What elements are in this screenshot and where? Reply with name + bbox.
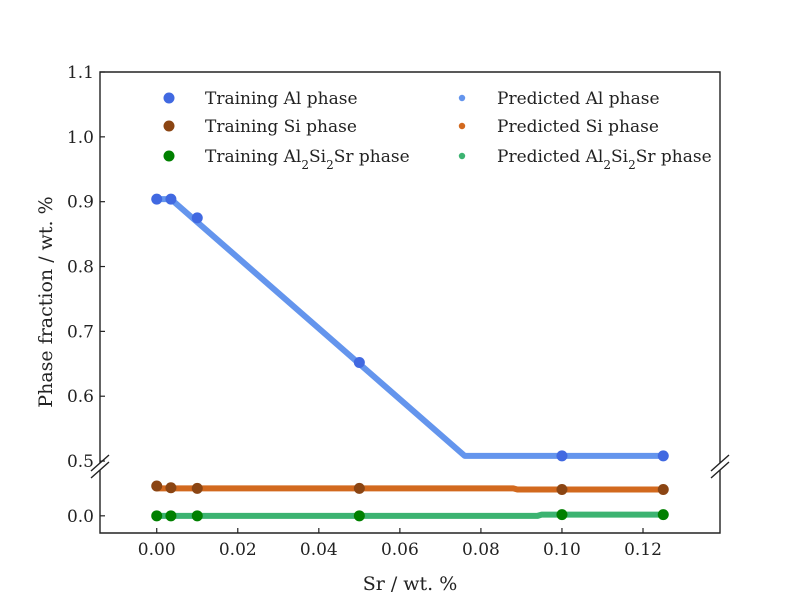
- predicted-series-line: [153, 511, 667, 519]
- y-tick-label: 1.1: [67, 63, 94, 83]
- axis-break-mark: [90, 454, 110, 472]
- bottom-panel-frame: [99, 470, 721, 534]
- x-tick-label: 0.00: [138, 540, 176, 560]
- axes: 0.00 0.02 0.04 0.06 0.08 0.10 0.12 0.5 0.6 0.7 0.8…: [67, 63, 730, 560]
- legend-label: Predicted Al2Si2Sr phase: [497, 147, 712, 172]
- legend: Training Al phase Training Si phase Traini…: [163, 89, 712, 172]
- training-point: [191, 482, 203, 494]
- training-point: [657, 483, 669, 495]
- x-tick-label: 0.12: [624, 540, 662, 560]
- y-tick-label: 0.9: [67, 193, 94, 213]
- legend-label: Training Si phase: [205, 117, 357, 137]
- predicted-series-line: [153, 485, 667, 493]
- training-point: [165, 510, 177, 522]
- x-axis-label: Sr / wt. %: [363, 573, 458, 595]
- y-tick-label: 0.8: [67, 258, 94, 278]
- training-point: [353, 482, 365, 494]
- x-tick-label: 0.06: [381, 540, 419, 560]
- plot-panels: [99, 71, 721, 534]
- training-point: [657, 450, 669, 462]
- training-point: [191, 510, 203, 522]
- training-point: [165, 193, 177, 205]
- legend-marker: [458, 152, 466, 160]
- legend-label: Predicted Al phase: [497, 89, 660, 109]
- axis-break-mark: [710, 454, 730, 472]
- y-tick-label: 0.5: [67, 452, 94, 472]
- y-tick-label: 0.7: [67, 322, 94, 342]
- training-point: [191, 212, 203, 224]
- y-tick-label: 0.0: [67, 507, 94, 527]
- training-point: [151, 480, 163, 492]
- data-marks: [151, 193, 669, 522]
- legend-marker: [163, 150, 175, 162]
- x-tick-label: 0.08: [462, 540, 500, 560]
- training-point: [151, 193, 163, 205]
- legend-marker: [458, 122, 466, 130]
- axis-break-mark: [710, 461, 730, 479]
- training-point: [556, 483, 568, 495]
- training-point: [657, 509, 669, 521]
- training-point: [556, 450, 568, 462]
- legend-marker: [163, 120, 175, 132]
- y-tick-label: 1.0: [67, 128, 94, 148]
- x-tick-label: 0.10: [543, 540, 581, 560]
- legend-label: Predicted Si phase: [497, 117, 659, 137]
- training-point: [151, 510, 163, 522]
- legend-label: Training Al2Si2Sr phase: [205, 147, 410, 172]
- training-point: [353, 356, 365, 368]
- y-tick-label: 0.6: [67, 387, 94, 407]
- x-tick-label: 0.02: [219, 540, 257, 560]
- legend-marker: [458, 94, 466, 102]
- training-point: [165, 482, 177, 494]
- training-point: [556, 509, 568, 521]
- y-axis-label: Phase fraction / wt. %: [35, 196, 57, 407]
- axis-break-mark: [90, 461, 110, 479]
- top-panel-frame: [99, 71, 721, 463]
- legend-marker: [163, 92, 175, 104]
- x-tick-label: 0.04: [300, 540, 338, 560]
- legend-label: Training Al phase: [205, 89, 358, 109]
- predicted-series-line: [153, 196, 667, 459]
- training-point: [353, 510, 365, 522]
